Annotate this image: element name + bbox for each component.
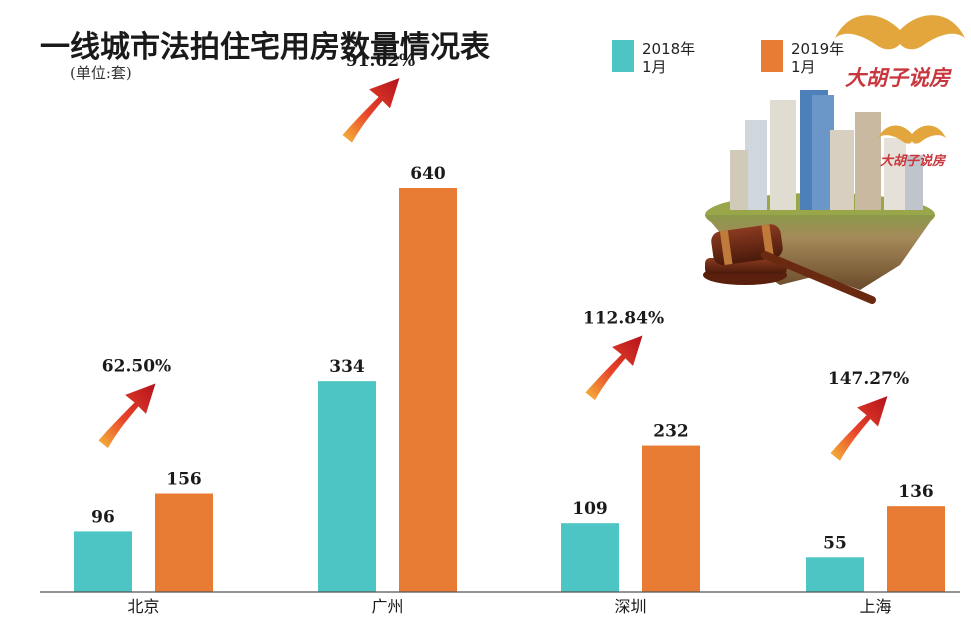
data-label: 109 [572, 499, 608, 519]
data-label: 232 [653, 422, 689, 442]
data-label: 96 [91, 507, 115, 527]
unit-label: (单位:套) [70, 64, 132, 82]
bar [74, 531, 132, 592]
page-title: 一线城市法拍住宅用房数量情况表 [40, 30, 490, 65]
bar [561, 523, 619, 592]
category-label: 广州 [371, 597, 403, 616]
growth-label: 62.50% [102, 357, 171, 377]
legend-swatch-2018 [612, 40, 634, 72]
brand-logo: 大胡子说房 [845, 66, 950, 90]
legend-item-2018: 2018年 1月 [612, 40, 712, 76]
brand-logo-small: 大胡子说房 [880, 154, 946, 169]
bar [318, 381, 376, 592]
arrow-up-icon [342, 78, 400, 143]
growth-label: 91.62% [346, 51, 415, 71]
arrow-up-icon [830, 396, 888, 461]
data-label: 640 [410, 164, 446, 184]
legend-swatch-2019 [761, 40, 783, 72]
growth-label: 147.27% [828, 369, 909, 389]
legend-label-line1: 2019年 [791, 40, 845, 58]
arrow-up-icon [585, 335, 643, 401]
category-label: 上海 [859, 597, 891, 616]
growth-label: 112.84% [583, 309, 664, 329]
bar [887, 506, 945, 592]
bar [642, 445, 700, 592]
data-label: 55 [823, 533, 847, 553]
bar [399, 188, 457, 592]
data-label: 156 [166, 470, 202, 490]
data-label: 136 [898, 482, 934, 502]
category-label: 深圳 [614, 597, 646, 616]
gavel-icon [703, 224, 876, 304]
legend-label-line2: 1月 [791, 58, 816, 76]
legend-label-line2: 1月 [642, 58, 667, 76]
bar [155, 493, 213, 592]
data-label: 334 [329, 357, 365, 377]
mustache-icon [878, 125, 946, 144]
category-label: 北京 [127, 597, 159, 616]
arrow-up-icon [98, 383, 156, 449]
legend-item-2019: 2019年 1月 [761, 40, 861, 76]
bar [806, 557, 864, 592]
legend-label-line1: 2018年 [642, 40, 696, 58]
mustache-icon [835, 15, 965, 50]
